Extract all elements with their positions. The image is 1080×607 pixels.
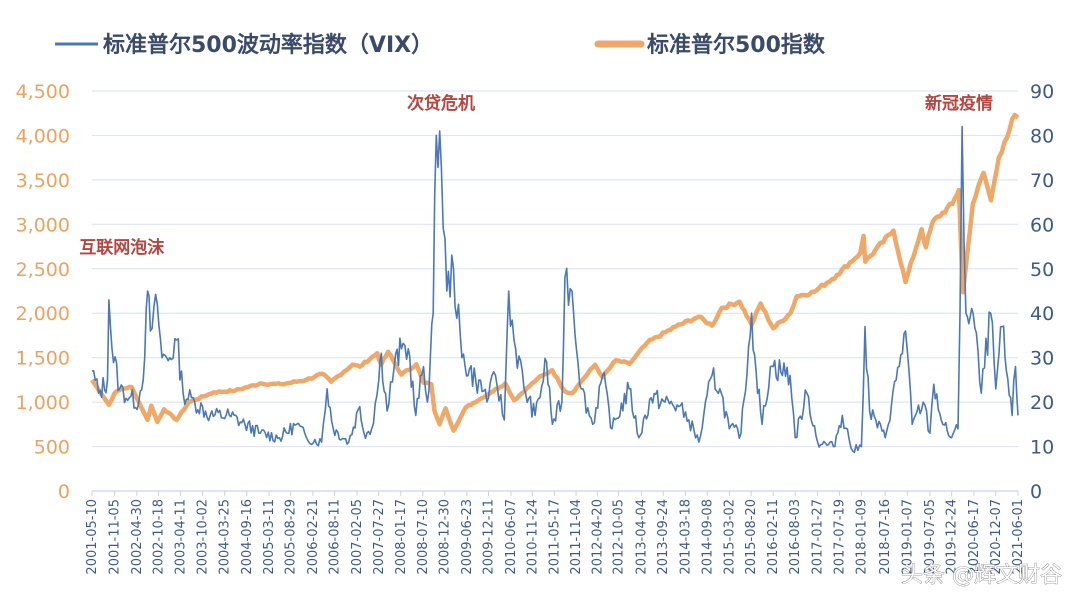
left-tick-label: 3,000 <box>16 214 70 236</box>
x-tick-label: 2012-10-05 <box>612 499 627 575</box>
gridlines <box>92 90 1018 492</box>
x-tick-label: 2013-09-24 <box>656 499 671 575</box>
x-tick-label: 2017-07-19 <box>832 499 847 575</box>
x-tick-label: 2011-05-17 <box>547 499 562 575</box>
x-tick-label: 2009-06-23 <box>460 499 475 575</box>
annotation-label: 次贷危机 <box>407 93 475 114</box>
x-tick-label: 2006-08-11 <box>328 499 343 575</box>
x-tick-label: 2016-02-11 <box>766 499 781 575</box>
x-tick-label: 2021-06-01 <box>1011 499 1026 575</box>
right-tick-label: 40 <box>1030 303 1054 325</box>
x-tick-label: 2014-03-18 <box>678 499 693 575</box>
left-tick-label: 500 <box>34 437 70 459</box>
x-tick-label: 2017-01-27 <box>811 499 826 575</box>
left-tick-label: 2,000 <box>16 303 70 325</box>
left-tick-label: 1,500 <box>16 348 70 370</box>
x-tick-label: 2010-06-07 <box>504 499 519 575</box>
annotation-label: 互联网泡沫 <box>79 237 165 258</box>
left-tick-label: 0 <box>58 481 70 503</box>
x-tick-label: 2003-10-02 <box>196 499 211 575</box>
left-tick-label: 1,000 <box>16 392 70 414</box>
left-axis-ticks: 0 500 1,000 1,500 2,000 2,500 3,000 3,500 4,000 4… <box>16 81 70 503</box>
x-tick-label: 2007-02-05 <box>350 499 365 575</box>
x-tick-label: 2015-03-02 <box>722 499 737 575</box>
x-tick-label: 2020-12-07 <box>989 499 1004 575</box>
x-tick-label: 2003-04-11 <box>174 499 189 575</box>
x-tick-label: 2013-04-04 <box>634 499 649 575</box>
legend-label-vix: 标准普尔500波动率指数（VIX） <box>103 32 433 58</box>
x-tick-label: 2016-08-03 <box>788 499 803 575</box>
x-tick-label: 2002-04-30 <box>130 499 145 575</box>
right-axis-ticks: 0 10 20 30 40 50 60 70 80 90 <box>1030 81 1054 503</box>
right-tick-label: 90 <box>1030 81 1054 103</box>
series-line-sp500 <box>90 112 1020 433</box>
x-tick-label: 2004-03-25 <box>218 499 233 575</box>
x-tick-label: 2005-03-11 <box>262 499 277 575</box>
x-tick-label: 2015-08-20 <box>744 499 759 575</box>
x-tick-label: 2012-04-20 <box>590 499 605 575</box>
right-tick-label: 70 <box>1030 170 1054 192</box>
x-tick-label: 2007-07-27 <box>372 499 387 575</box>
x-tick-label: 2006-02-21 <box>306 499 321 575</box>
x-tick-label: 2009-12-11 <box>481 499 496 575</box>
right-tick-label: 0 <box>1030 481 1042 503</box>
right-tick-label: 10 <box>1030 437 1054 459</box>
x-tick-label: 2018-07-16 <box>878 499 893 575</box>
x-tick-label: 2005-08-29 <box>284 499 299 575</box>
legend: 标准普尔500波动率指数（VIX） 标准普尔500指数 <box>55 32 826 58</box>
x-tick-label: 2010-11-24 <box>525 499 540 575</box>
x-tick-label: 2020-06-17 <box>967 499 982 575</box>
x-axis-ticks: 2001-05-10 2001-11-05 2002-04-30 2002-10-18… <box>85 491 1026 575</box>
right-tick-label: 30 <box>1030 348 1054 370</box>
right-tick-label: 80 <box>1030 125 1054 147</box>
series-line-vix <box>91 125 1019 454</box>
series-lines <box>90 112 1020 454</box>
x-tick-label: 2008-01-17 <box>394 499 409 575</box>
x-tick-label: 2018-01-09 <box>854 499 869 575</box>
x-tick-label: 2019-01-07 <box>900 499 915 575</box>
left-tick-label: 3,500 <box>16 170 70 192</box>
x-tick-label: 2011-11-04 <box>569 499 584 575</box>
x-tick-label: 2001-11-05 <box>108 499 123 575</box>
right-tick-label: 20 <box>1030 392 1054 414</box>
x-tick-label: 2008-07-10 <box>416 499 431 575</box>
left-tick-label: 4,500 <box>16 81 70 103</box>
x-tick-label: 2019-12-24 <box>945 499 960 575</box>
annotations: 互联网泡沫 次贷危机 新冠疫情 <box>79 93 993 258</box>
x-tick-label: 2001-05-10 <box>85 499 100 575</box>
right-tick-label: 60 <box>1030 214 1054 236</box>
x-tick-label: 2019-07-05 <box>923 499 938 575</box>
x-tick-label: 2002-10-18 <box>151 499 166 575</box>
annotation-label: 新冠疫情 <box>925 93 993 114</box>
left-tick-label: 4,000 <box>16 125 70 147</box>
x-tick-label: 2004-09-16 <box>240 499 255 575</box>
left-tick-label: 2,500 <box>16 259 70 281</box>
watermark: 头条 @辉文财谷 <box>901 563 1062 588</box>
x-tick-label: 2014-09-08 <box>700 499 715 575</box>
legend-label-sp500: 标准普尔500指数 <box>647 32 826 58</box>
right-tick-label: 50 <box>1030 259 1054 281</box>
x-tick-label: 2008-12-30 <box>438 499 453 575</box>
